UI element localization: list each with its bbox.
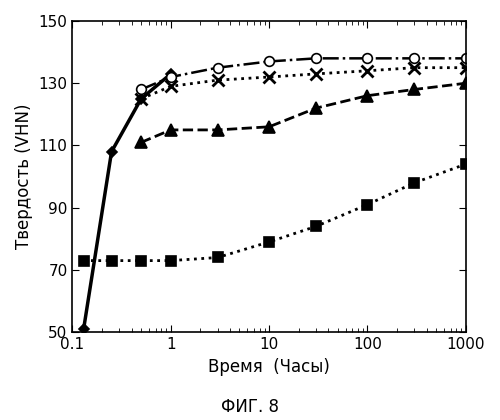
- Y-axis label: Твердость (VHN): Твердость (VHN): [15, 104, 33, 249]
- X-axis label: Время  (Часы): Время (Часы): [208, 357, 330, 375]
- Text: ФИГ. 8: ФИГ. 8: [221, 398, 279, 416]
